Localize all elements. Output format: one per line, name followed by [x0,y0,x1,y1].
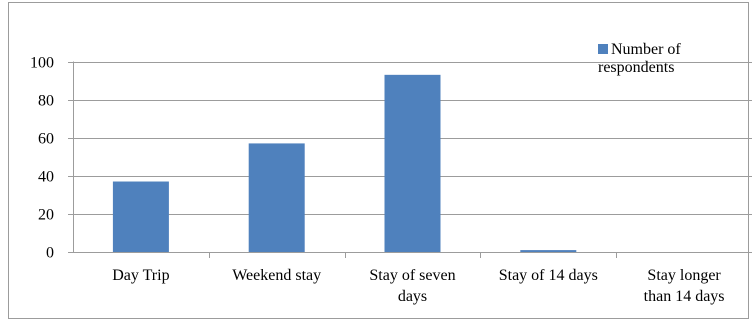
x-tick-label: Stay of seven [369,267,455,284]
y-tick-label: 60 [38,131,54,148]
bar [520,250,577,252]
x-tick-label: days [398,288,427,305]
y-tick-label: 0 [46,245,54,262]
x-tick-label: Day Trip [112,267,169,284]
legend: Number of respondents [598,41,728,77]
legend-series-name: Number of respondents [598,41,681,76]
bar [384,74,441,253]
y-tick-label: 40 [38,169,54,186]
bar [248,143,305,252]
chart-border [8,2,749,319]
x-tick-label: than 14 days [644,288,725,305]
axes [68,61,752,258]
tick-labels: 0 20 40 60 80 100 Day Trip Weekend stay Stay of … [30,55,725,306]
bar [112,181,169,252]
y-tick-label: 80 [38,93,54,110]
x-tick-label: Weekend stay [232,267,321,284]
bars [112,74,577,253]
y-tick-label: 100 [30,55,54,72]
x-tick-label: Stay of 14 days [499,267,598,284]
x-tick-label: Stay longer [647,267,721,284]
legend-swatch [598,44,608,54]
y-tick-label: 20 [38,207,54,224]
